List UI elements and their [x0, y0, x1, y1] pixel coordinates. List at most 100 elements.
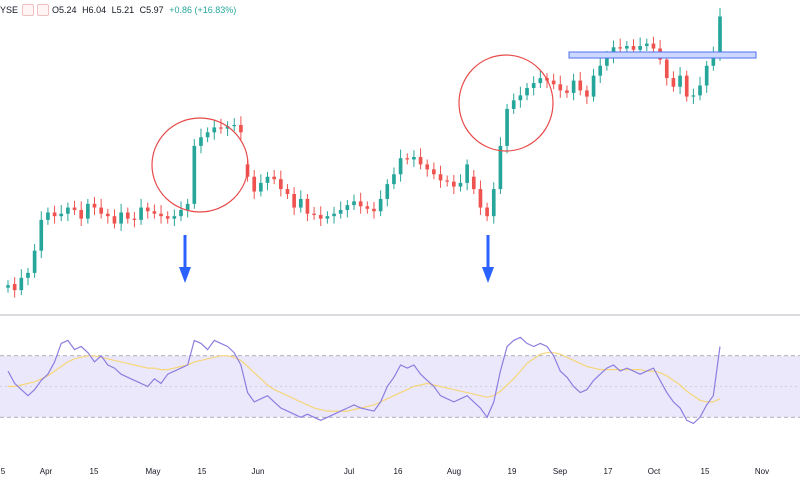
candle-body [585, 90, 589, 97]
candle-body [325, 216, 330, 219]
x-tick-label: Apr [40, 467, 53, 476]
candle-body [86, 203, 90, 219]
candle-body [691, 95, 696, 97]
high-value: H6.04 [82, 5, 107, 15]
candle-body [278, 179, 283, 190]
candle-body [425, 164, 430, 170]
candle-body [491, 189, 496, 217]
candle-body [511, 100, 516, 109]
candle-body [392, 174, 396, 185]
candle-body [412, 157, 416, 160]
x-tick-label: 19 [508, 467, 517, 476]
candle-body [471, 176, 476, 190]
candle-body [26, 272, 30, 278]
candle-body [212, 127, 217, 133]
candle-body [671, 78, 676, 87]
candle-body [338, 210, 343, 214]
highlight-circle-aug [458, 54, 554, 152]
x-tick-label: Nov [755, 467, 769, 476]
candle-body [558, 84, 563, 91]
candle-body [458, 182, 463, 187]
candle-body [598, 65, 603, 76]
x-tick-label: Sep [553, 467, 568, 476]
candle-body [219, 127, 223, 129]
candle-body [305, 198, 310, 214]
rsi-ma-line [8, 352, 721, 412]
resistance-zone [568, 51, 757, 59]
candle-body [352, 201, 356, 206]
candle-body [565, 90, 569, 93]
candle-body [265, 176, 270, 183]
candle-body [345, 205, 350, 211]
candle-body [518, 95, 523, 101]
symbol-label: YSE [0, 5, 19, 15]
candle-body [452, 181, 456, 187]
candle-body [625, 46, 629, 49]
candle-body [465, 164, 469, 183]
candle-body [66, 207, 70, 214]
x-tick-label: 15 [198, 467, 207, 476]
change-value: +0.86 (+16.83%) [169, 5, 237, 15]
x-tick-label: Oct [648, 467, 661, 476]
candle-body [718, 16, 722, 54]
candle-body [571, 80, 576, 93]
candle-body [205, 132, 210, 138]
x-tick-label: 5 [1, 467, 6, 476]
candle-body [145, 207, 150, 212]
arrow-head [179, 267, 191, 283]
candle-body [445, 180, 450, 182]
candle-body [378, 198, 383, 212]
candle-body [105, 213, 110, 217]
candle-body [318, 214, 323, 219]
candle-body [638, 46, 642, 50]
x-tick-label: Aug [447, 467, 461, 476]
candle-body [704, 65, 709, 86]
candle-body [179, 210, 183, 217]
candle-body [285, 189, 290, 194]
highlight-circle-may [151, 117, 249, 213]
candle-body [298, 198, 303, 208]
candle-body [92, 203, 97, 208]
candle-body [591, 75, 596, 97]
candle-body [498, 145, 503, 190]
candle-body [644, 43, 649, 47]
candle-body [152, 211, 157, 214]
candle-body [678, 75, 682, 87]
candle-body [385, 184, 390, 199]
candle-body [112, 216, 117, 224]
candle-body [372, 208, 376, 212]
down-arrow-aug [482, 235, 494, 283]
candle-body [79, 210, 84, 219]
candle-body [165, 216, 170, 219]
candle-body [292, 193, 296, 208]
candle-body [185, 203, 190, 211]
candle-body [259, 182, 263, 192]
x-tick-label: 15 [90, 467, 99, 476]
candle-body [405, 158, 410, 160]
candle-body [52, 212, 57, 217]
candles [6, 7, 722, 298]
candle-body [418, 157, 423, 165]
candle-body [631, 46, 636, 50]
x-tick-label: Jul [344, 467, 354, 476]
candle-body [12, 283, 17, 291]
candle-body [605, 55, 609, 66]
candle-body [172, 216, 177, 219]
x-tick-label: 15 [701, 467, 710, 476]
market-status-icon[interactable] [22, 4, 35, 16]
candle-body [59, 213, 64, 217]
candle-body [651, 43, 656, 49]
candle-body [485, 207, 489, 217]
candle-body [365, 206, 370, 209]
candle-body [72, 207, 77, 211]
candle-body [538, 78, 543, 84]
candle-body [618, 47, 623, 49]
flag-icon[interactable] [37, 4, 50, 16]
candle-body [664, 59, 669, 79]
candle-body [432, 169, 436, 175]
candle-body [32, 250, 37, 273]
close-value: C5.97 [139, 5, 164, 15]
low-value: L5.21 [111, 5, 135, 15]
candle-body [525, 87, 529, 96]
